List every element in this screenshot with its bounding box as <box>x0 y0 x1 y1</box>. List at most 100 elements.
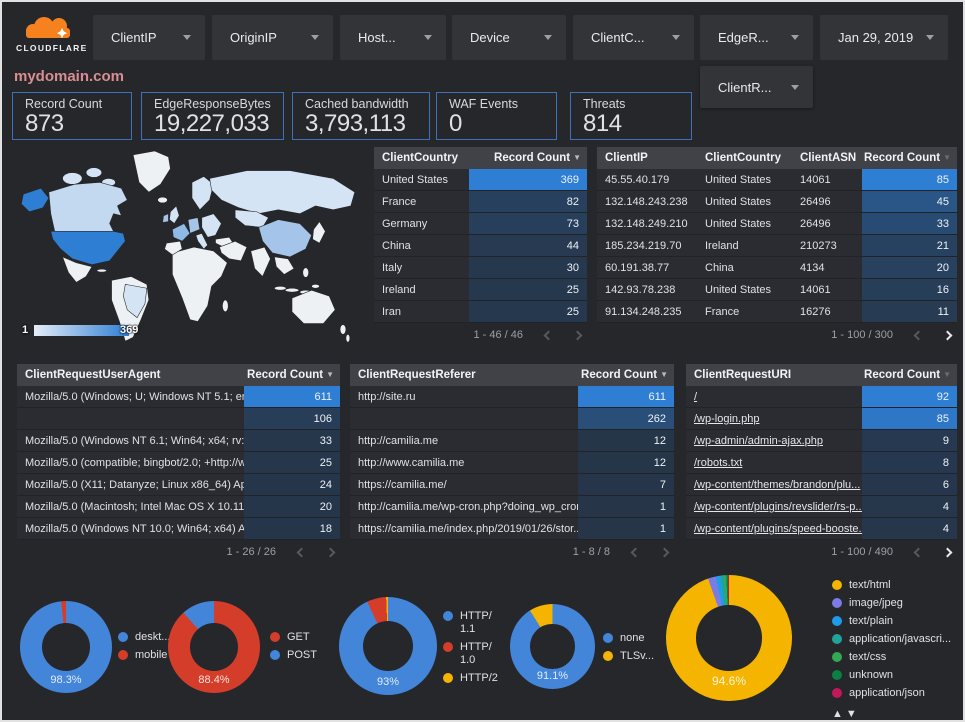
table-row[interactable]: China 44 <box>374 235 587 257</box>
table-row[interactable]: 91.134.248.235 France 16276 11 <box>597 301 957 323</box>
table-row[interactable]: /robots.txt 8 <box>686 452 957 474</box>
uri-link[interactable]: /wp-content/plugins/revslider/rs-p... <box>694 501 862 513</box>
table-row[interactable]: 132.148.243.238 United States 26496 45 <box>597 191 957 213</box>
filter-clientrequest[interactable]: ClientR... <box>700 66 813 108</box>
table-row[interactable]: /wp-content/themes/brandon/plu... 6 <box>686 474 957 496</box>
table-row[interactable]: 106 <box>17 408 340 430</box>
table-row[interactable]: Iran 25 <box>374 301 587 323</box>
table-row[interactable]: http://camilia.me/wp-cron.php?doing_wp_c… <box>350 496 674 518</box>
record-count-cell: 85 <box>862 408 957 430</box>
table-row[interactable]: / 92 <box>686 386 957 408</box>
filter-clientip[interactable]: ClientIP <box>93 15 205 60</box>
filter-edgeresponse[interactable]: EdgeR... <box>700 15 813 60</box>
table-row[interactable]: http://site.ru 611 <box>350 386 674 408</box>
uri-link[interactable]: / <box>694 391 698 403</box>
donut-tls-version[interactable]: 91.1% <box>510 604 595 689</box>
pagination-range-label: 1 - 26 / 26 <box>226 546 276 558</box>
column-header[interactable]: ClientASN <box>800 152 857 164</box>
donut-http-protocol[interactable]: 93% <box>339 597 437 695</box>
column-header[interactable]: ClientCountry <box>705 152 782 164</box>
table-row[interactable]: Mozilla/5.0 (compatible; bingbot/2.0; +h… <box>17 452 340 474</box>
table-row[interactable]: 185.234.219.70 Ireland 210273 21 <box>597 235 957 257</box>
column-header[interactable]: ClientRequestReferer <box>358 369 476 381</box>
record-count-cell: 92 <box>862 386 957 408</box>
filter-clientcountry[interactable]: ClientC... <box>573 15 694 60</box>
column-header[interactable]: ClientRequestUserAgent <box>25 369 161 381</box>
column-header[interactable]: Record Count ▼ <box>864 369 951 381</box>
table-cell: 91.134.248.235 <box>597 301 697 323</box>
table-row[interactable]: /wp-content/plugins/speed-booste... 4 <box>686 518 957 540</box>
legend-item[interactable]: mobile <box>118 649 170 662</box>
table-row[interactable]: Ireland 25 <box>374 279 587 301</box>
table-cell: http://site.ru <box>350 386 578 408</box>
table-cell: Italy <box>374 257 469 279</box>
table-row[interactable]: http://camilia.me 12 <box>350 430 674 452</box>
legend-item[interactable]: TLSv... <box>603 650 654 663</box>
table-cell <box>350 408 578 430</box>
uri-link[interactable]: /robots.txt <box>694 457 743 469</box>
column-header[interactable]: Record Count ▼ <box>581 369 668 381</box>
table-row[interactable]: Mozilla/5.0 (Windows NT 10.0; Win64; x64… <box>17 518 340 540</box>
legend-item[interactable]: text/css <box>832 651 951 664</box>
date-range-filter[interactable]: Jan 29, 2019 <box>820 15 948 60</box>
legend-item[interactable]: none <box>603 632 654 645</box>
table-row[interactable]: Mozilla/5.0 (Windows NT 6.1; Win64; x64;… <box>17 430 340 452</box>
legend-item[interactable]: HTTP/ 1.1 <box>443 610 498 636</box>
table-cell: 16276 <box>792 301 862 323</box>
table-row[interactable]: United States 369 <box>374 169 587 191</box>
column-header[interactable]: ClientRequestURI <box>694 369 792 381</box>
legend-device: deskt... mobile <box>118 631 170 667</box>
table-row[interactable]: 262 <box>350 408 674 430</box>
legend-item[interactable]: HTTP/2 <box>443 672 498 685</box>
table-header-row: ClientRequestURI Record Count ▼ <box>686 364 957 386</box>
filter-originip[interactable]: OriginIP <box>212 15 333 60</box>
table-row[interactable]: Mozilla/5.0 (Macintosh; Intel Mac OS X 1… <box>17 496 340 518</box>
uri-link[interactable]: /wp-admin/admin-ajax.php <box>694 435 824 447</box>
legend-item[interactable]: application/javascri... <box>832 633 951 646</box>
column-header[interactable]: Record Count ▼ <box>494 152 581 164</box>
donut-content-type[interactable]: 94.6% <box>666 575 792 701</box>
legend-item[interactable]: application/json <box>832 687 951 700</box>
table-row[interactable]: Germany 73 <box>374 213 587 235</box>
chevron-right-icon[interactable] <box>942 547 953 557</box>
column-header[interactable]: Record Count ▼ <box>247 369 334 381</box>
legend-item[interactable]: POST <box>270 649 317 662</box>
world-map-chart[interactable]: 1 369 <box>12 149 370 351</box>
legend-item[interactable]: unknown <box>832 669 951 682</box>
table-row[interactable]: Italy 30 <box>374 257 587 279</box>
table-row[interactable]: https://camilia.me/7 <box>350 474 674 496</box>
column-header[interactable]: Record Count ▼ <box>864 152 951 164</box>
legend-item[interactable]: image/jpeg <box>832 597 951 610</box>
table-row[interactable]: https://camilia.me/index.php/2019/01/26/… <box>350 518 674 540</box>
table-row[interactable]: http://www.camilia.me 12 <box>350 452 674 474</box>
table-row[interactable]: 45.55.40.179 United States 14061 85 <box>597 169 957 191</box>
table-row[interactable]: /wp-content/plugins/revslider/rs-p... 4 <box>686 496 957 518</box>
table-row[interactable]: /wp-login.php 85 <box>686 408 957 430</box>
legend-item[interactable]: text/html <box>832 579 951 592</box>
donut-http-method[interactable]: 88.4% <box>168 601 260 693</box>
table-row[interactable]: /wp-admin/admin-ajax.php 9 <box>686 430 957 452</box>
uri-link[interactable]: /wp-login.php <box>694 413 760 425</box>
legend-page-up-icon[interactable]: ▲ <box>832 708 846 720</box>
table-row[interactable]: Mozilla/5.0 (Windows; U; Windows NT 5.1;… <box>17 386 340 408</box>
donut-device[interactable]: 98.3% <box>20 601 112 693</box>
filter-host[interactable]: Host... <box>340 15 446 60</box>
brand-wordmark: CLOUDFLARE <box>16 43 88 53</box>
table-user-agent: ClientRequestUserAgent Record Count ▼ Mozil… <box>17 364 340 564</box>
table-row[interactable]: 132.148.249.210 United States 26496 33 <box>597 213 957 235</box>
table-row[interactable]: Mozilla/5.0 (X11; Datanyze; Linux x86_64… <box>17 474 340 496</box>
column-header[interactable]: ClientIP <box>605 152 648 164</box>
column-header[interactable]: ClientCountry <box>382 152 459 164</box>
filter-device[interactable]: Device <box>452 15 566 60</box>
legend-item[interactable]: GET <box>270 631 317 644</box>
legend-item[interactable]: HTTP/ 1.0 <box>443 641 498 667</box>
table-row[interactable]: 60.191.38.77 China 4134 20 <box>597 257 957 279</box>
table-row[interactable]: 142.93.78.238 United States 14061 16 <box>597 279 957 301</box>
legend-item[interactable]: deskt... <box>118 631 170 644</box>
table-row[interactable]: France 82 <box>374 191 587 213</box>
uri-link[interactable]: /wp-content/plugins/speed-booste... <box>694 523 862 535</box>
legend-page-down-icon[interactable]: ▼ <box>845 708 860 720</box>
uri-link[interactable]: /wp-content/themes/brandon/plu... <box>694 479 861 491</box>
legend-item[interactable]: text/plain <box>832 615 951 628</box>
chevron-right-icon[interactable] <box>942 330 953 340</box>
